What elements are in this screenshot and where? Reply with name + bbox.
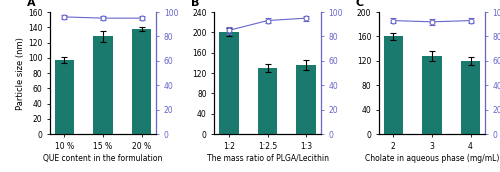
Bar: [422, 56, 442, 134]
Bar: [132, 29, 152, 134]
Bar: [55, 60, 74, 134]
X-axis label: The mass ratio of PLGA/Lecithin: The mass ratio of PLGA/Lecithin: [206, 154, 328, 163]
X-axis label: Cholate in aqueous phase (mg/mL): Cholate in aqueous phase (mg/mL): [365, 154, 499, 163]
Y-axis label: Particle size (nm): Particle size (nm): [16, 37, 25, 110]
Text: A: A: [26, 0, 36, 8]
Bar: [461, 61, 480, 134]
Bar: [220, 32, 238, 134]
Bar: [258, 68, 277, 134]
Text: B: B: [191, 0, 200, 8]
Bar: [296, 65, 316, 134]
X-axis label: QUE content in the formulation: QUE content in the formulation: [44, 154, 162, 163]
Bar: [384, 36, 403, 134]
Text: C: C: [356, 0, 364, 8]
Bar: [94, 36, 112, 134]
